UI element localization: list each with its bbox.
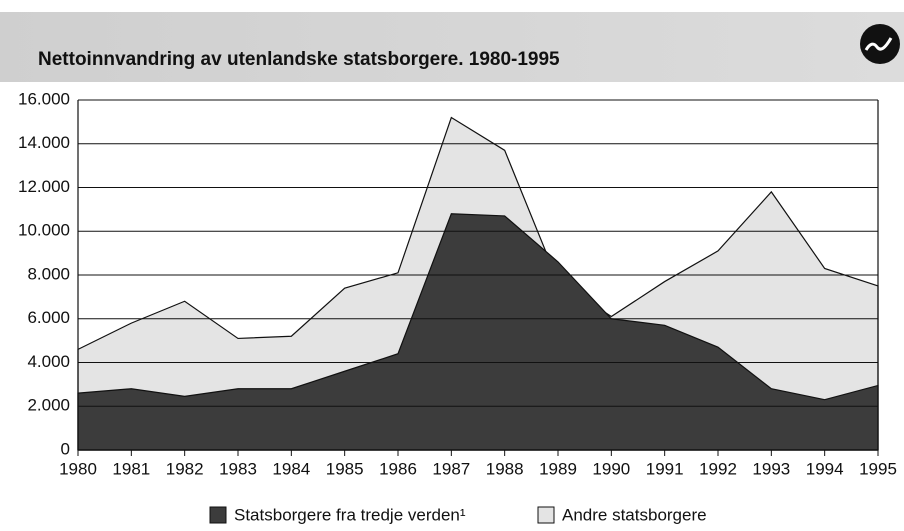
- y-tick-label: 10.000: [18, 221, 70, 240]
- x-tick-label: 1992: [699, 459, 737, 478]
- y-tick-label: 2.000: [27, 396, 70, 415]
- x-tick-label: 1987: [432, 459, 470, 478]
- y-tick-label: 14.000: [18, 133, 70, 152]
- logo: [860, 24, 900, 64]
- y-tick-label: 8.000: [27, 264, 70, 283]
- x-tick-label: 1980: [59, 459, 97, 478]
- x-tick-label: 1985: [326, 459, 364, 478]
- x-tick-label: 1983: [219, 459, 257, 478]
- header-band: [0, 12, 904, 82]
- x-tick-label: 1989: [539, 459, 577, 478]
- x-tick-label: 1981: [112, 459, 150, 478]
- x-tick-label: 1984: [272, 459, 310, 478]
- x-tick-label: 1991: [646, 459, 684, 478]
- x-tick-label: 1993: [752, 459, 790, 478]
- legend-swatch: [209, 506, 227, 524]
- chart-title: Nettoinnvandring av utenlandske statsbor…: [38, 49, 560, 70]
- x-tick-label: 1990: [592, 459, 630, 478]
- y-tick-label: 16.000: [18, 89, 70, 108]
- x-tick-label: 1995: [859, 459, 897, 478]
- legend-label: Statsborgere fra tredje verden¹: [234, 505, 466, 524]
- legend-swatch: [537, 506, 555, 524]
- x-tick-label: 1986: [379, 459, 417, 478]
- x-tick-label: 1988: [486, 459, 524, 478]
- y-tick-label: 6.000: [27, 308, 70, 327]
- y-tick-label: 4.000: [27, 352, 70, 371]
- y-tick-label: 12.000: [18, 177, 70, 196]
- x-tick-label: 1994: [806, 459, 844, 478]
- logo-mark: [864, 37, 893, 51]
- y-tick-label: 0: [61, 439, 70, 458]
- x-tick-label: 1982: [166, 459, 204, 478]
- legend-label: Andre statsborgere: [562, 505, 707, 524]
